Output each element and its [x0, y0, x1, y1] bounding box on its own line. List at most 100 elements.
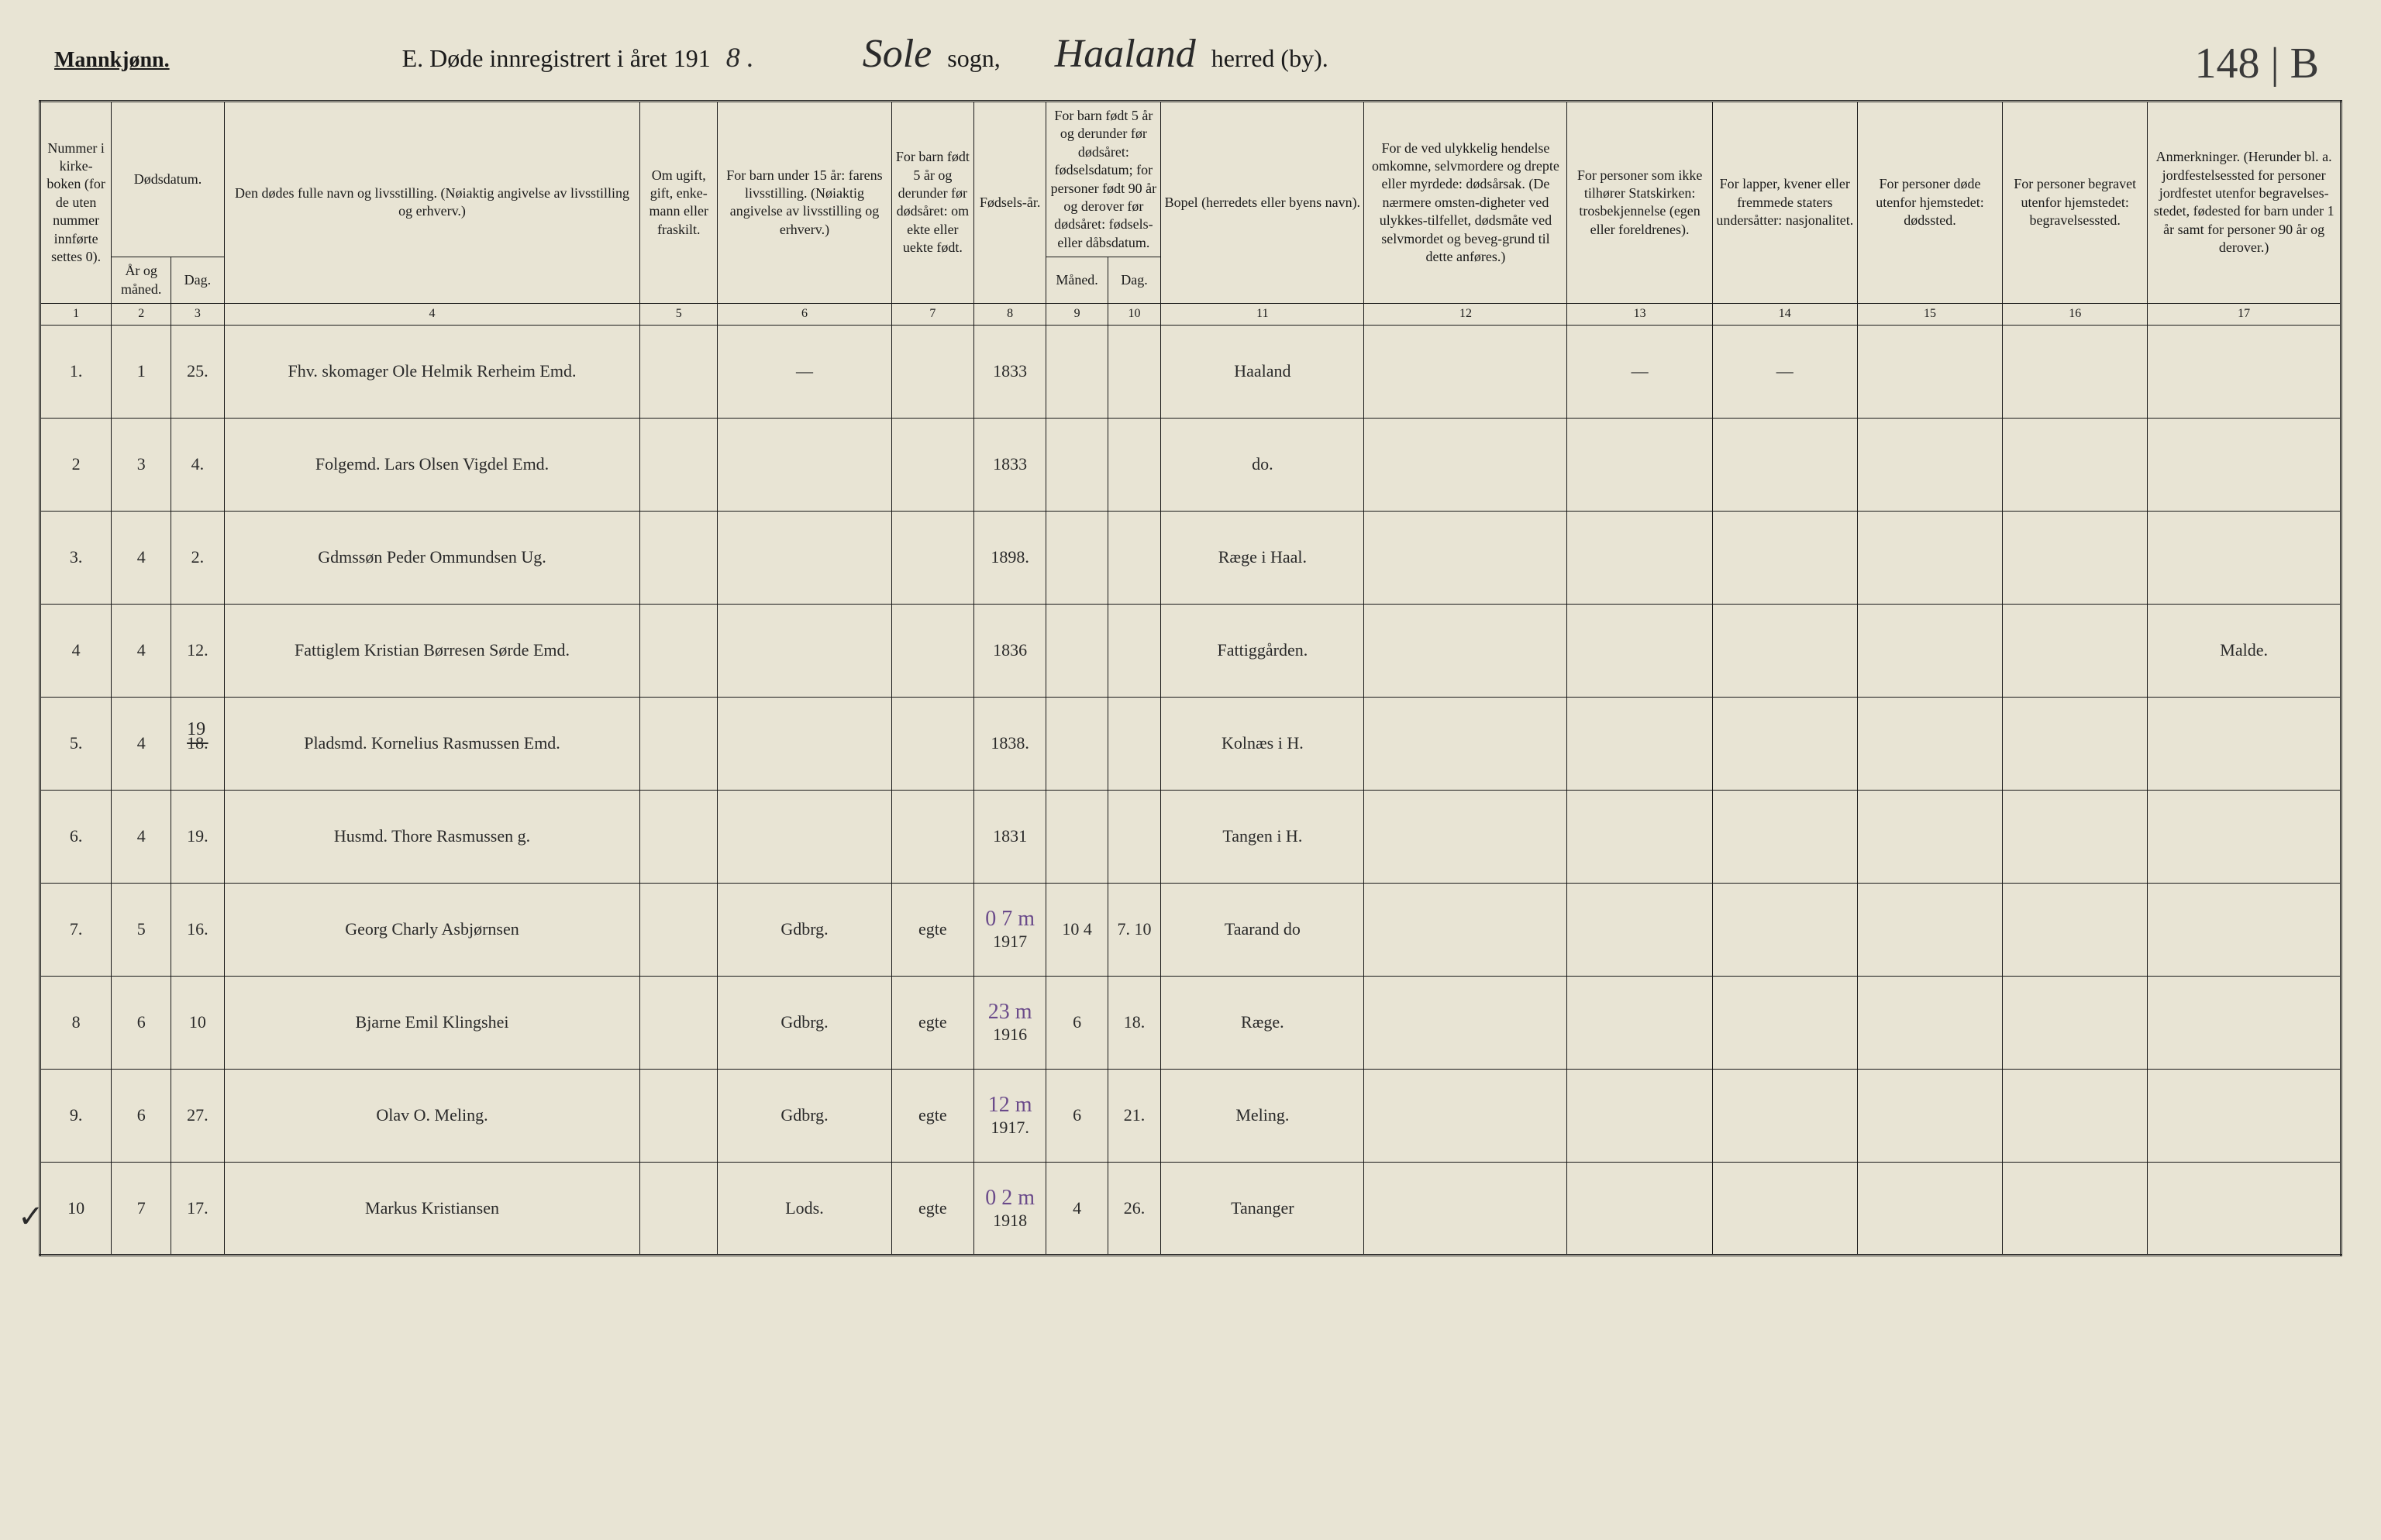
col-header-2a: År og måned.	[112, 257, 171, 304]
col-header-14: For lapper, kvener eller fremmede stater…	[1712, 102, 1857, 304]
table-cell: Folgemd. Lars Olsen Vigdel Emd.	[224, 418, 640, 511]
table-cell	[640, 418, 718, 511]
table-cell: 1898.	[973, 511, 1046, 604]
table-cell	[1857, 697, 2002, 790]
table-cell	[2003, 883, 2148, 976]
colnum: 3	[171, 303, 225, 325]
table-cell	[2003, 511, 2148, 604]
gender-label: Mannkjønn.	[54, 48, 170, 73]
table-cell	[1364, 325, 1567, 418]
col-header-9a: Måned.	[1046, 257, 1108, 304]
table-cell	[1567, 1162, 1712, 1255]
table-cell: 2.	[171, 511, 225, 604]
table-cell	[640, 697, 718, 790]
table-cell	[891, 790, 973, 883]
colnum: 13	[1567, 303, 1712, 325]
table-cell: 4	[1046, 1162, 1108, 1255]
colnum: 8	[973, 303, 1046, 325]
page-number: 148 | B	[2194, 39, 2319, 88]
colnum: 17	[2148, 303, 2341, 325]
table-cell	[1567, 883, 1712, 976]
table-cell: 19.	[171, 790, 225, 883]
table-cell: 4	[40, 604, 112, 697]
table-cell: —	[718, 325, 892, 418]
table-cell	[1108, 325, 1161, 418]
table-cell: 6.	[40, 790, 112, 883]
table-cell: 3	[112, 418, 171, 511]
table-cell: Gdmssøn Peder Ommundsen Ug.	[224, 511, 640, 604]
colnum: 9	[1046, 303, 1108, 325]
table-cell: 5.	[40, 697, 112, 790]
table-cell	[1108, 511, 1161, 604]
table-cell	[1712, 418, 1857, 511]
table-cell: Gdbrg.	[718, 976, 892, 1069]
table-cell: do.	[1161, 418, 1364, 511]
table-cell	[1046, 790, 1108, 883]
table-cell	[1046, 697, 1108, 790]
table-cell	[640, 883, 718, 976]
table-row: 3.42.Gdmssøn Peder Ommundsen Ug.1898.Ræg…	[40, 511, 2341, 604]
table-cell: 21.	[1108, 1069, 1161, 1162]
col-header-1: Nummer i kirke-boken (for de uten nummer…	[40, 102, 112, 304]
table-cell	[1364, 883, 1567, 976]
table-cell: 6	[1046, 976, 1108, 1069]
table-cell: Fhv. skomager Ole Helmik Rerheim Emd.	[224, 325, 640, 418]
table-cell	[718, 418, 892, 511]
table-cell	[1108, 697, 1161, 790]
table-cell	[891, 325, 973, 418]
table-cell	[2148, 790, 2341, 883]
table-cell: 1831	[973, 790, 1046, 883]
table-cell: 4.	[171, 418, 225, 511]
table-cell	[2148, 1162, 2341, 1255]
herred-label: herred (by).	[1211, 44, 1328, 73]
colnum: 12	[1364, 303, 1567, 325]
col-header-9-group: For barn født 5 år og derunder før dødså…	[1046, 102, 1161, 257]
table-cell: Haaland	[1161, 325, 1364, 418]
col-header-8: Fødsels-år.	[973, 102, 1046, 304]
table-cell: 6	[1046, 1069, 1108, 1162]
table-cell	[640, 790, 718, 883]
table-cell	[1364, 511, 1567, 604]
col-header-2b: Dag.	[171, 257, 225, 304]
table-cell: Tangen i H.	[1161, 790, 1364, 883]
col-header-9b: Dag.	[1108, 257, 1161, 304]
table-cell	[1712, 1069, 1857, 1162]
table-cell	[1712, 1162, 1857, 1255]
table-cell: Husmd. Thore Rasmussen g.	[224, 790, 640, 883]
table-cell	[1857, 418, 2002, 511]
col-header-6: For barn under 15 år: farens livsstillin…	[718, 102, 892, 304]
table-cell	[2003, 604, 2148, 697]
table-cell	[1712, 790, 1857, 883]
table-row: ✓10717.Markus KristiansenLods.egte0 2 m1…	[40, 1162, 2341, 1255]
table-cell: Bjarne Emil Klingshei	[224, 976, 640, 1069]
table-cell	[891, 604, 973, 697]
table-cell: —	[1712, 325, 1857, 418]
table-cell	[640, 325, 718, 418]
table-cell: ✓10	[40, 1162, 112, 1255]
table-cell: Meling.	[1161, 1069, 1364, 1162]
col-header-7: For barn født 5 år og derunder før dødså…	[891, 102, 973, 304]
table-cell	[2148, 976, 2341, 1069]
col-header-15: For personer døde utenfor hjemstedet: dø…	[1857, 102, 2002, 304]
col-header-17: Anmerkninger. (Herunder bl. a. jordfeste…	[2148, 102, 2341, 304]
table-cell: egte	[891, 883, 973, 976]
colnum: 11	[1161, 303, 1364, 325]
table-cell: 4	[112, 604, 171, 697]
table-cell	[1567, 418, 1712, 511]
table-cell: 2	[40, 418, 112, 511]
table-cell: 6	[112, 976, 171, 1069]
table-cell	[1857, 1162, 2002, 1255]
table-cell	[718, 790, 892, 883]
table-cell: 1833	[973, 418, 1046, 511]
page-header: Mannkjønn. E. Døde innregistrert i året …	[39, 31, 2342, 77]
colnum: 1	[40, 303, 112, 325]
table-cell	[718, 697, 892, 790]
table-cell: 6	[112, 1069, 171, 1162]
table-cell	[1108, 604, 1161, 697]
column-number-row: 1 2 3 4 5 6 7 8 9 10 11 12 13 14 15 16 1…	[40, 303, 2341, 325]
table-cell	[640, 976, 718, 1069]
table-cell	[1712, 976, 1857, 1069]
table-cell: Ræge.	[1161, 976, 1364, 1069]
table-cell: 4	[112, 790, 171, 883]
table-cell	[1712, 697, 1857, 790]
